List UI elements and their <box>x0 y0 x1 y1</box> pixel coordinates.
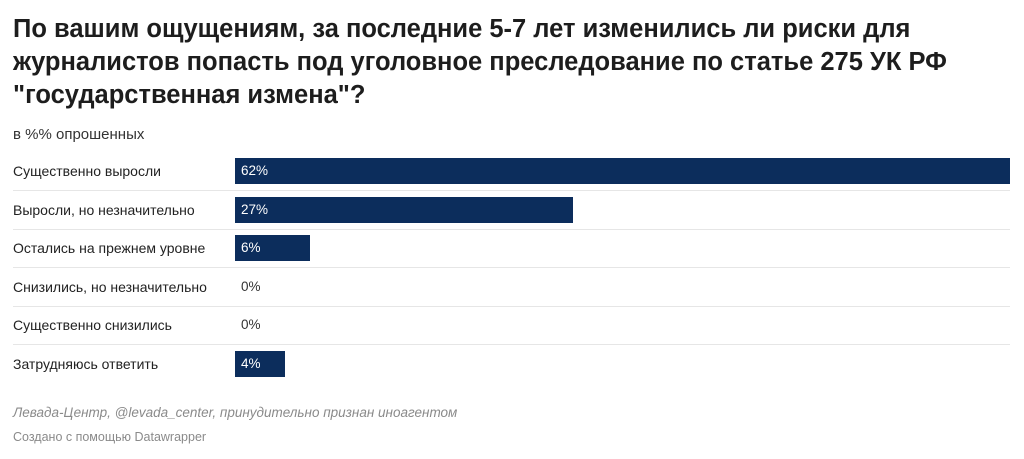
bar <box>235 235 310 261</box>
chart-title: По вашим ощущениям, за последние 5-7 лет… <box>13 15 947 109</box>
category-label: Снизились, но незначительно <box>13 278 207 295</box>
bar <box>235 350 285 377</box>
source-note: Левада-Центр, @levada_center, принудител… <box>13 405 458 420</box>
bar <box>235 158 1010 184</box>
bar-row: Снизились, но незначительно 0% <box>13 274 1010 307</box>
value-label: 0% <box>241 278 261 294</box>
category-label: Существенно снизились <box>13 317 172 333</box>
bar <box>235 196 573 223</box>
bar-row: Затрудняюсь ответить 4% <box>13 350 1010 377</box>
row-separator <box>13 267 1010 268</box>
category-label: Существенно выросли <box>13 163 161 179</box>
datawrapper-credit: Создано с помощью Datawrapper <box>13 430 207 444</box>
value-label: 62% <box>241 163 269 178</box>
value-label: 0% <box>241 317 261 332</box>
row-separator <box>13 344 1010 345</box>
bar-row: Выросли, но незначительно 27% <box>13 196 1010 230</box>
chart-subtitle: в %% опрошенных <box>13 126 145 143</box>
category-label: Остались на прежнем уровне <box>13 240 206 256</box>
row-separator <box>13 305 1010 307</box>
row-separator <box>13 190 1010 191</box>
bar-row: Остались на прежнем уровне 6% <box>13 235 1010 268</box>
bar-row: Существенно снизились 0% <box>13 312 1010 345</box>
bar-row: Существенно выросли 62% <box>13 158 1010 191</box>
category-label: Выросли, но незначительно <box>13 201 195 218</box>
category-label: Затрудняюсь ответить <box>13 355 159 372</box>
value-label: 4% <box>241 355 261 371</box>
value-label: 27% <box>241 201 269 217</box>
row-separator <box>13 228 1010 230</box>
value-label: 6% <box>241 240 261 255</box>
